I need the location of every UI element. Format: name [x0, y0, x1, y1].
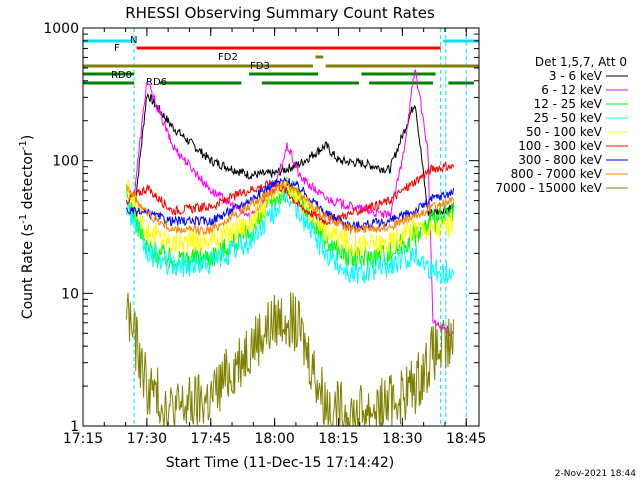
series-line-7 [126, 179, 454, 236]
x-tick-label: 17:30 [127, 431, 167, 447]
footer-timestamp: 2-Nov-2021 18:44 [555, 469, 637, 479]
x-tick-label: 18:00 [254, 431, 294, 447]
x-tick-label: 17:45 [191, 431, 231, 447]
series-lines [125, 69, 454, 427]
series-line-3 [125, 188, 454, 285]
y-axis-label: Count Rate (s-1 detector-1) [18, 135, 36, 319]
flag-label-fd2: FD2 [218, 52, 238, 63]
legend-label: 50 - 100 keV [526, 125, 603, 139]
y-label-main: Count Rate (s [20, 224, 36, 319]
x-axis-label: Start Time (11-Dec-15 17:14:42) [166, 455, 394, 471]
y-tick-label: 1000 [43, 21, 79, 37]
flag-label-fd3: FD3 [250, 61, 270, 72]
legend-label: 25 - 50 keV [534, 111, 603, 125]
flag-label-rd6: RD6 [146, 77, 167, 88]
y-tick-label: 1 [70, 419, 79, 435]
x-tick-label: 18:15 [318, 431, 358, 447]
mode-flags: NF FD2 FD3 RD0 RD6 [83, 35, 479, 88]
series-line-5 [125, 161, 454, 225]
x-tick-label: 18:30 [382, 431, 422, 447]
legend-label: 300 - 800 keV [518, 153, 602, 167]
legend-label: 7000 - 15000 keV [495, 181, 602, 195]
legend-label: 3 - 6 keV [549, 69, 603, 83]
series-line-8 [125, 292, 454, 427]
series-line-0 [133, 92, 454, 217]
flag-label-n: N [130, 35, 137, 46]
x-tick-label: 18:45 [446, 431, 486, 447]
chart-title: RHESSI Observing Summary Count Rates [125, 4, 435, 22]
x-tick-label: 17:15 [63, 431, 103, 447]
legend-header: Det 1,5,7, Att 0 [535, 55, 627, 69]
legend-label: 800 - 7000 keV [511, 167, 603, 181]
axes: 17:15 17:30 17:45 18:00 18:15 18:30 18:45 1 10 10… [43, 21, 486, 447]
flag-label-rd0: RD0 [111, 70, 132, 81]
y-label-sup2: -1 [18, 140, 29, 150]
y-label-end: ) [20, 135, 36, 140]
y-label-sup1: -1 [18, 214, 29, 224]
legend-label: 100 - 300 keV [518, 139, 602, 153]
plot-frame [82, 27, 480, 427]
series-line-1 [133, 69, 454, 337]
y-tick-label: 10 [61, 286, 79, 302]
legend-label: 12 - 25 keV [534, 97, 603, 111]
legend-label: 6 - 12 keV [541, 83, 603, 97]
flag-label-f: F [114, 43, 120, 54]
y-tick-label: 100 [52, 154, 79, 170]
y-label-mid: detector [20, 150, 36, 214]
